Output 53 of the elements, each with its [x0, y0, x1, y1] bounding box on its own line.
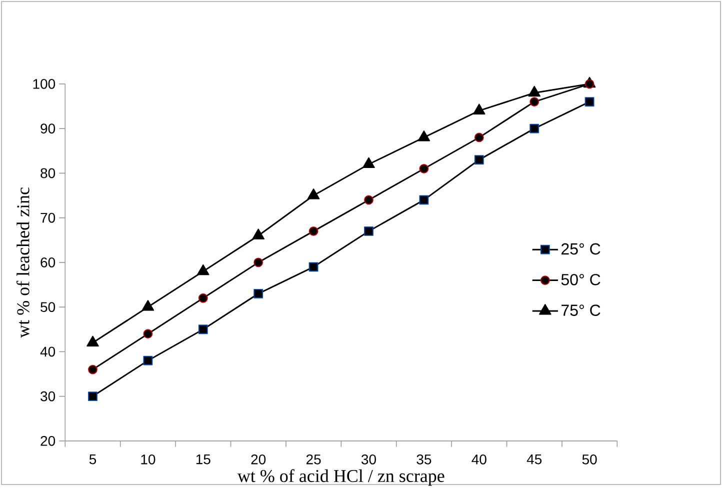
- point: [88, 364, 98, 374]
- x-tick-label: 45: [526, 454, 542, 464]
- point: [142, 300, 154, 311]
- point: [474, 132, 484, 142]
- point: [88, 392, 98, 401]
- y-tick-label: 60: [40, 257, 56, 268]
- point: [419, 195, 429, 205]
- point: [473, 104, 486, 114]
- y-tick-label: 40: [40, 346, 56, 357]
- point: [530, 124, 540, 134]
- x-tick-label: 15: [196, 454, 210, 464]
- y-axis-title: wt % of leached zinc: [16, 187, 30, 338]
- y-tick-label: 100: [33, 78, 56, 89]
- point: [308, 226, 318, 236]
- point: [584, 79, 594, 89]
- point: [86, 336, 99, 346]
- y-tick-label: 90: [40, 124, 56, 134]
- legend-label: 25° C: [562, 243, 600, 255]
- point: [362, 157, 375, 168]
- point: [419, 164, 429, 174]
- y-tick-label: 20: [40, 436, 56, 446]
- point: [528, 86, 540, 97]
- point: [198, 324, 208, 334]
- legend-label: 50° C: [561, 274, 600, 286]
- x-tick-label: 50: [582, 454, 597, 464]
- point: [254, 288, 264, 298]
- y-tick-label: 30: [40, 391, 56, 402]
- x-tick-label: 25: [306, 454, 321, 464]
- y-tick-label: 70: [40, 212, 56, 223]
- point: [143, 329, 153, 338]
- point: [252, 228, 264, 240]
- point: [418, 130, 430, 142]
- x-tick-label: 20: [251, 454, 266, 464]
- point: [308, 262, 318, 272]
- x-tick-label: 40: [472, 454, 486, 464]
- point: [584, 97, 594, 106]
- legend-label: 75° C: [562, 304, 600, 316]
- point: [143, 356, 153, 366]
- x-axis-title: wt % of acid HCl / zn scrape: [237, 469, 444, 486]
- point: [307, 188, 320, 200]
- y-tick-label: 50: [40, 302, 56, 312]
- y-tick-label: 80: [40, 168, 56, 178]
- point: [364, 226, 374, 236]
- point: [364, 195, 374, 205]
- point: [254, 258, 264, 268]
- point: [474, 155, 484, 164]
- point: [530, 97, 540, 106]
- point: [197, 264, 210, 276]
- x-tick-label: 5: [89, 454, 96, 464]
- point: [198, 293, 208, 303]
- x-tick-label: 10: [141, 454, 156, 464]
- x-tick-label: 35: [416, 454, 432, 464]
- x-tick-label: 30: [361, 454, 376, 464]
